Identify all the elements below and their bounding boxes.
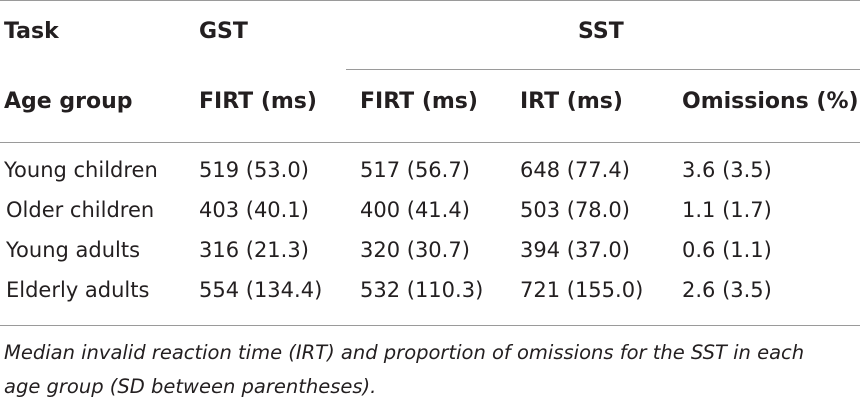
table-cell-omissions: 2.6 (3.5) [682, 278, 772, 302]
table-caption: Median invalid reaction time (IRT) and p… [4, 336, 860, 404]
table-row-group: Elderly adults [6, 278, 150, 302]
caption-line-2: age group (SD between parentheses). [4, 375, 377, 398]
top-rule [0, 0, 860, 1]
table-row-group: Young children [4, 158, 158, 182]
table-cell-omissions: 1.1 (1.7) [682, 198, 772, 222]
header-rule [0, 142, 860, 143]
table-cell-omissions: 0.6 (1.1) [682, 238, 772, 262]
table-cell-omissions: 3.6 (3.5) [682, 158, 772, 182]
table-cell-sst-firt: 320 (30.7) [360, 238, 470, 262]
header-task: Task [4, 19, 59, 44]
header-omissions: Omissions (%) [682, 89, 859, 114]
header-sst: SST [578, 19, 624, 44]
table-cell-gst-firt: 554 (134.4) [199, 278, 323, 302]
table-cell-irt: 648 (77.4) [520, 158, 630, 182]
table-cell-irt: 503 (78.0) [520, 198, 630, 222]
table-cell-sst-firt: 517 (56.7) [360, 158, 470, 182]
header-gst: GST [199, 19, 248, 44]
header-irt: IRT (ms) [520, 89, 623, 114]
table-cell-irt: 394 (37.0) [520, 238, 630, 262]
header-gst-firt: FIRT (ms) [199, 89, 317, 114]
sst-span-rule [346, 69, 860, 70]
table-cell-irt: 721 (155.0) [520, 278, 644, 302]
table-cell-gst-firt: 316 (21.3) [199, 238, 309, 262]
table-row-group: Older children [6, 198, 155, 222]
table-cell-gst-firt: 519 (53.0) [199, 158, 309, 182]
caption-line-1: Median invalid reaction time (IRT) and p… [4, 341, 805, 364]
header-age-group: Age group [4, 89, 133, 114]
table-cell-gst-firt: 403 (40.1) [199, 198, 309, 222]
bottom-rule [0, 325, 860, 326]
table-cell-sst-firt: 532 (110.3) [360, 278, 484, 302]
table-cell-sst-firt: 400 (41.4) [360, 198, 470, 222]
table-row-group: Young adults [6, 238, 141, 262]
header-sst-firt: FIRT (ms) [360, 89, 478, 114]
